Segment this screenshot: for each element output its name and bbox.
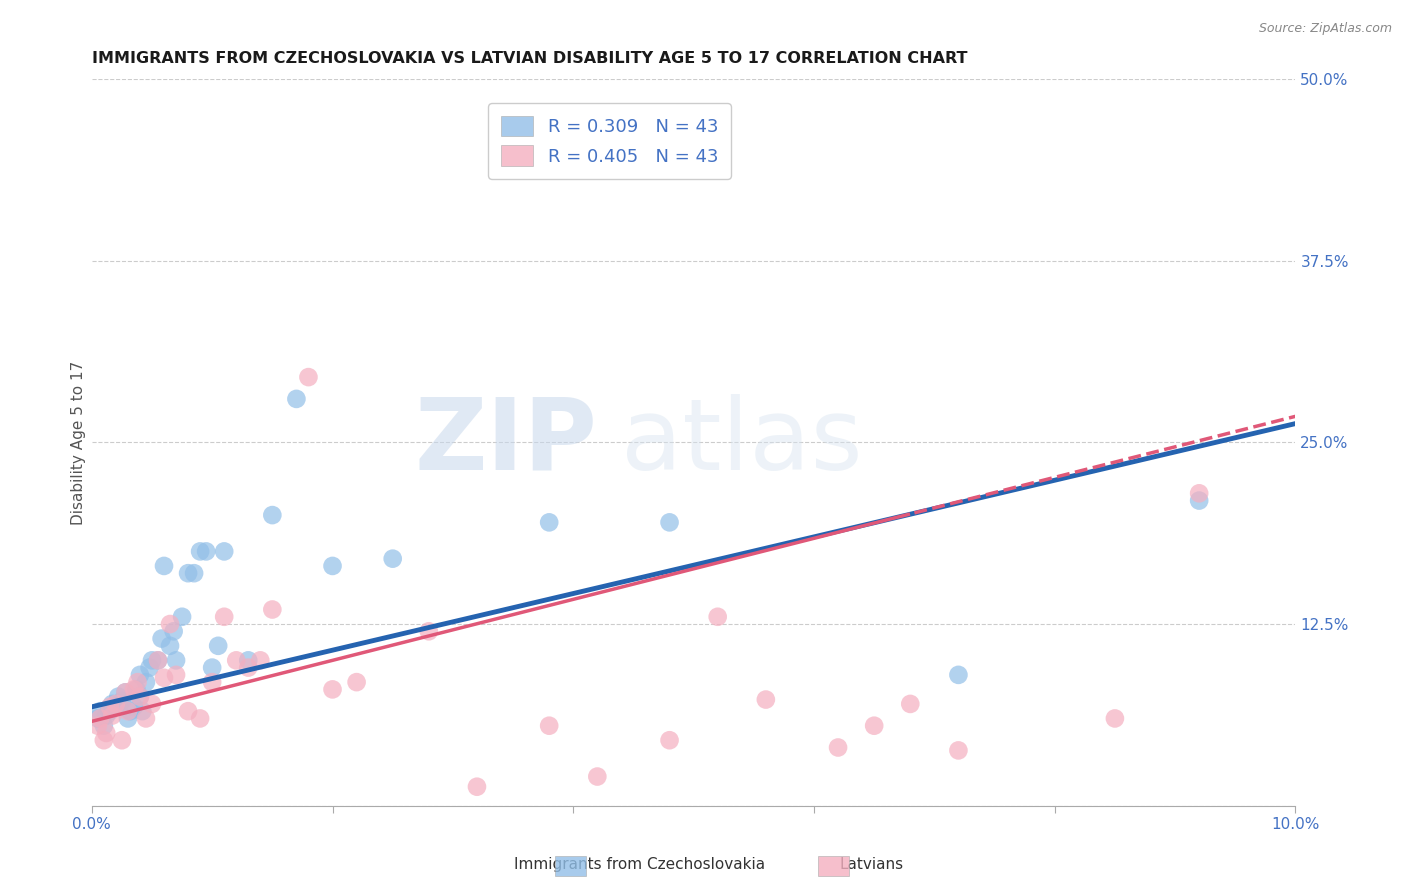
Text: Immigrants from Czechoslovakia: Immigrants from Czechoslovakia	[515, 857, 765, 872]
Point	[1188, 486, 1211, 500]
Point	[863, 719, 886, 733]
Point	[104, 697, 127, 711]
Point	[201, 660, 224, 674]
Point	[381, 551, 404, 566]
Point	[898, 697, 921, 711]
Point	[89, 704, 111, 718]
Point	[165, 653, 187, 667]
Point	[87, 711, 110, 725]
Point	[117, 704, 139, 718]
Point	[89, 711, 111, 725]
Point	[96, 726, 118, 740]
Point	[346, 675, 368, 690]
Point	[285, 392, 308, 406]
Text: IMMIGRANTS FROM CZECHOSLOVAKIA VS LATVIAN DISABILITY AGE 5 TO 17 CORRELATION CHA: IMMIGRANTS FROM CZECHOSLOVAKIA VS LATVIA…	[91, 51, 967, 66]
Point	[135, 675, 157, 690]
Point	[122, 682, 145, 697]
Point	[127, 675, 149, 690]
Point	[586, 770, 609, 784]
Point	[93, 719, 115, 733]
Point	[111, 694, 134, 708]
Point	[827, 740, 849, 755]
Point	[98, 704, 121, 718]
Text: Source: ZipAtlas.com: Source: ZipAtlas.com	[1258, 22, 1392, 36]
Point	[177, 566, 200, 581]
Point	[165, 668, 187, 682]
Point	[138, 660, 160, 674]
Point	[212, 609, 235, 624]
Point	[538, 719, 561, 733]
Text: ZIP: ZIP	[415, 394, 598, 491]
Point	[1188, 493, 1211, 508]
Point	[135, 711, 157, 725]
Point	[153, 671, 176, 685]
Point	[96, 708, 118, 723]
Point	[87, 719, 110, 733]
Point	[153, 558, 176, 573]
Point	[465, 780, 488, 794]
Point	[658, 733, 681, 747]
Text: Latvians: Latvians	[839, 857, 904, 872]
Point	[141, 653, 163, 667]
Point	[129, 668, 152, 682]
Point	[129, 690, 152, 704]
Point	[120, 704, 142, 718]
Point	[1104, 711, 1126, 725]
Point	[114, 685, 136, 699]
Point	[98, 699, 121, 714]
Point	[183, 566, 205, 581]
Point	[111, 733, 134, 747]
Point	[129, 690, 152, 704]
Point	[104, 699, 127, 714]
Point	[122, 699, 145, 714]
Point	[262, 602, 284, 616]
Point	[948, 668, 970, 682]
Point	[658, 516, 681, 530]
Point	[322, 682, 344, 697]
Point	[159, 617, 181, 632]
Point	[538, 516, 561, 530]
Point	[188, 544, 211, 558]
Point	[177, 704, 200, 718]
Point	[207, 639, 229, 653]
Point	[195, 544, 218, 558]
Point	[117, 711, 139, 725]
Point	[93, 733, 115, 747]
Point	[146, 653, 169, 667]
Y-axis label: Disability Age 5 to 17: Disability Age 5 to 17	[72, 360, 86, 524]
Point	[131, 704, 153, 718]
Point	[163, 624, 186, 639]
Point	[249, 653, 271, 667]
Point	[238, 660, 260, 674]
Point	[107, 690, 129, 704]
Point	[114, 685, 136, 699]
Point	[225, 653, 247, 667]
Point	[322, 558, 344, 573]
Point	[146, 653, 169, 667]
Point	[948, 743, 970, 757]
Legend: R = 0.309   N = 43, R = 0.405   N = 43: R = 0.309 N = 43, R = 0.405 N = 43	[488, 103, 731, 179]
Point	[150, 632, 173, 646]
Point	[706, 609, 728, 624]
Point	[238, 653, 260, 667]
Point	[125, 682, 148, 697]
Point	[101, 697, 124, 711]
Point	[755, 692, 778, 706]
Point	[141, 697, 163, 711]
Point	[297, 370, 319, 384]
Text: atlas: atlas	[621, 394, 863, 491]
Point	[212, 544, 235, 558]
Point	[418, 624, 440, 639]
Point	[170, 609, 193, 624]
Point	[188, 711, 211, 725]
Point	[159, 639, 181, 653]
Point	[201, 675, 224, 690]
Point	[101, 708, 124, 723]
Point	[262, 508, 284, 522]
